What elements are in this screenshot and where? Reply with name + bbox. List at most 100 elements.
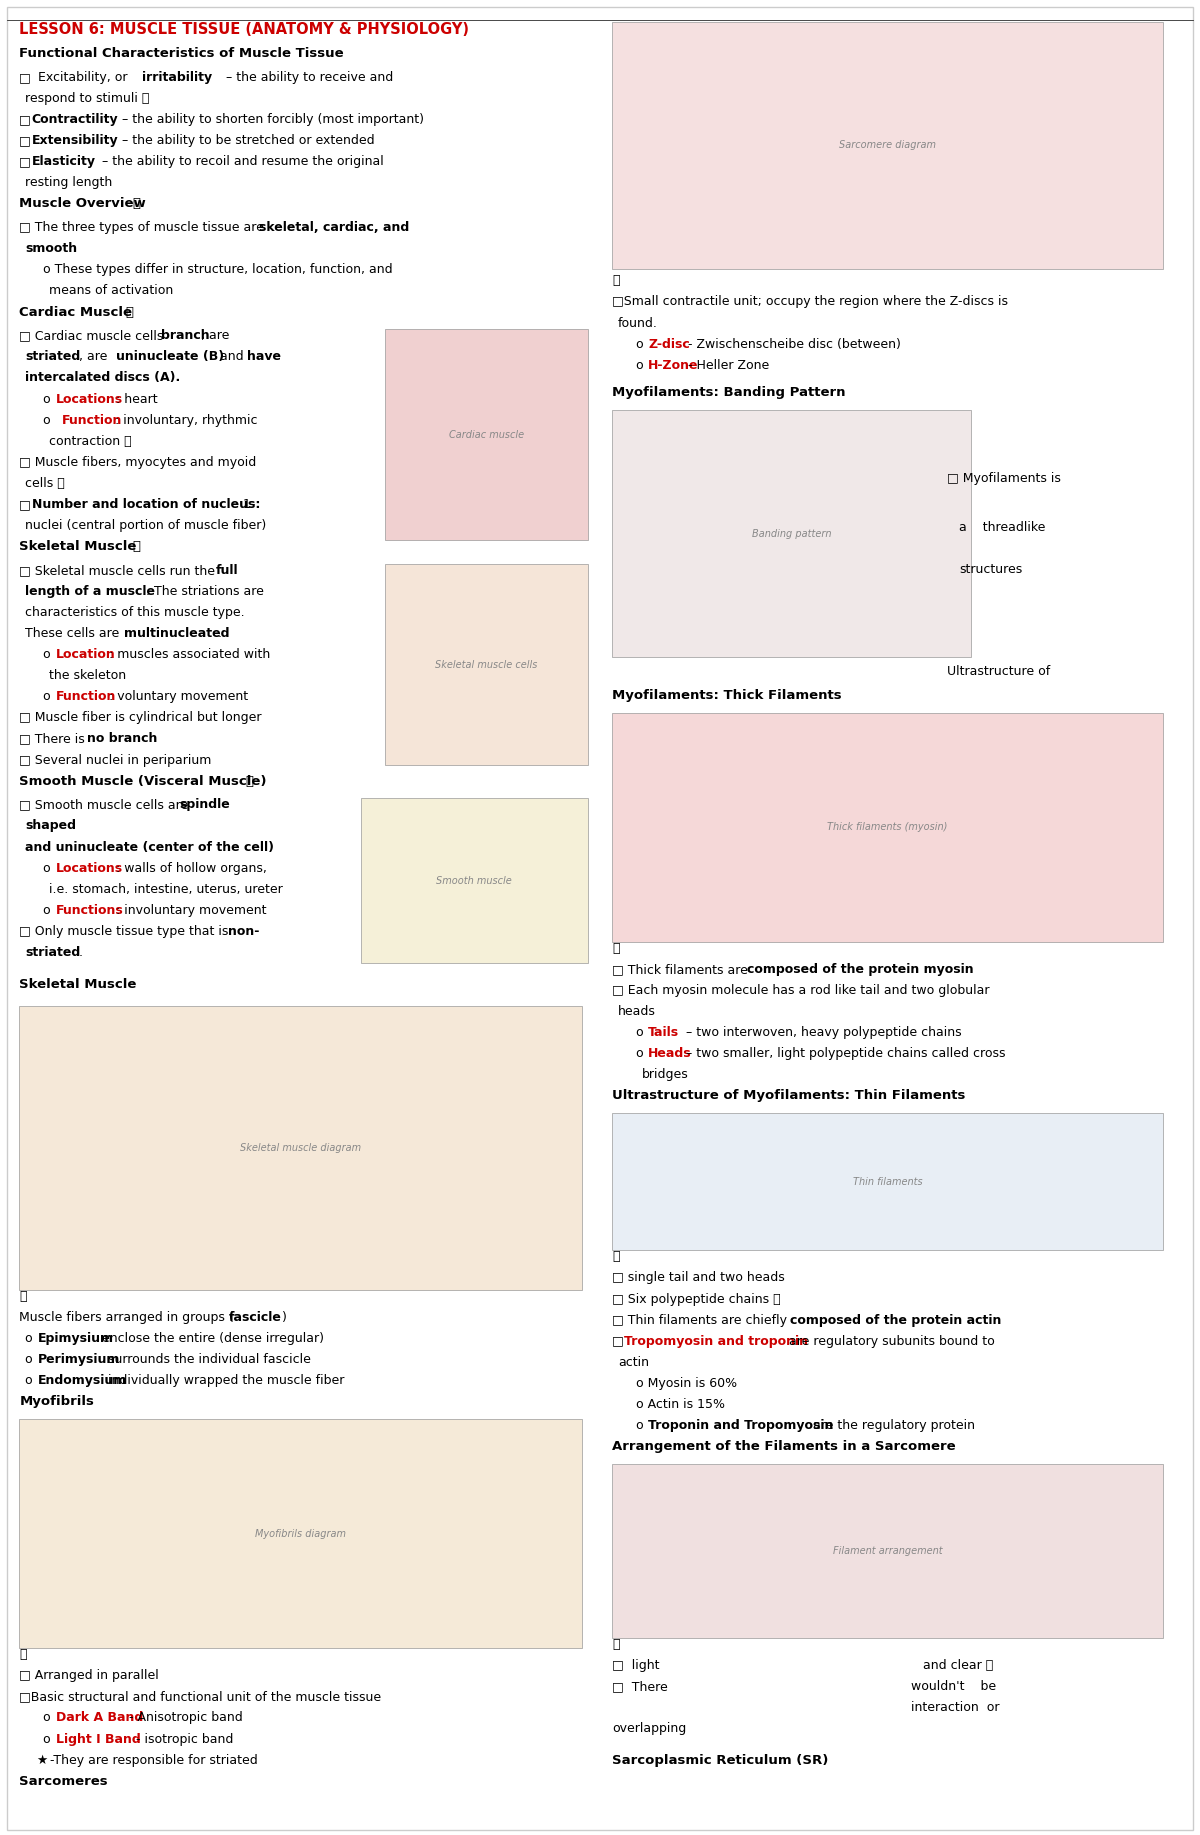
Text: o These types differ in structure, location, function, and: o These types differ in structure, locat… bbox=[43, 264, 392, 277]
Text: Function: Function bbox=[61, 413, 122, 428]
Text: Epimysium: Epimysium bbox=[37, 1332, 114, 1345]
Text: characteristics of this muscle type.: characteristics of this muscle type. bbox=[25, 606, 245, 618]
Text: 🎥: 🎥 bbox=[245, 774, 253, 787]
Text: o: o bbox=[636, 1026, 648, 1039]
Text: □Basic structural and functional unit of the muscle tissue: □Basic structural and functional unit of… bbox=[19, 1690, 382, 1703]
Text: □  light: □ light bbox=[612, 1659, 664, 1672]
Text: Smooth muscle: Smooth muscle bbox=[437, 875, 512, 886]
Text: H-Zone: H-Zone bbox=[648, 358, 698, 373]
Text: have: have bbox=[246, 350, 281, 363]
Text: Myofibrils diagram: Myofibrils diagram bbox=[256, 1529, 346, 1540]
Text: : involuntary, rhythmic: : involuntary, rhythmic bbox=[115, 413, 258, 428]
Text: Functional Characteristics of Muscle Tissue: Functional Characteristics of Muscle Tis… bbox=[19, 48, 344, 61]
Text: 🎥: 🎥 bbox=[132, 539, 140, 552]
Text: and uninucleate (center of the cell): and uninucleate (center of the cell) bbox=[25, 840, 275, 853]
Text: - Heller Zone: - Heller Zone bbox=[689, 358, 769, 373]
Text: a    threadlike: a threadlike bbox=[959, 521, 1045, 534]
Text: striated: striated bbox=[25, 945, 80, 960]
Text: Filament arrangement: Filament arrangement bbox=[833, 1545, 942, 1556]
Text: o Actin is 15%: o Actin is 15% bbox=[636, 1398, 725, 1411]
FancyBboxPatch shape bbox=[384, 328, 588, 539]
Text: Elasticity: Elasticity bbox=[31, 156, 96, 169]
Text: individually wrapped the muscle fiber: individually wrapped the muscle fiber bbox=[104, 1374, 344, 1387]
Text: Skeletal Muscle: Skeletal Muscle bbox=[19, 539, 142, 552]
Text: □ Each myosin molecule has a rod like tail and two globular: □ Each myosin molecule has a rod like ta… bbox=[612, 984, 990, 996]
Text: Contractility: Contractility bbox=[31, 114, 119, 127]
Text: respond to stimuli 🎥: respond to stimuli 🎥 bbox=[25, 92, 150, 105]
Text: Extensibility: Extensibility bbox=[31, 134, 119, 147]
Text: □ Arranged in parallel: □ Arranged in parallel bbox=[19, 1670, 160, 1683]
Text: Function: Function bbox=[55, 690, 116, 703]
Text: o: o bbox=[25, 1374, 37, 1387]
Text: striated: striated bbox=[25, 350, 80, 363]
Text: are the regulatory protein: are the regulatory protein bbox=[809, 1418, 974, 1431]
Text: composed of the protein myosin: composed of the protein myosin bbox=[748, 963, 974, 976]
Text: – the ability to be stretched or extended: – the ability to be stretched or extende… bbox=[119, 134, 376, 147]
Text: □: □ bbox=[612, 1334, 628, 1347]
Text: o: o bbox=[43, 413, 59, 428]
Text: Myofilaments: Thick Filaments: Myofilaments: Thick Filaments bbox=[612, 688, 841, 701]
Text: Dark A Band: Dark A Band bbox=[55, 1712, 143, 1725]
Text: – the ability to recoil and resume the original: – the ability to recoil and resume the o… bbox=[98, 156, 384, 169]
Text: o: o bbox=[43, 393, 55, 406]
FancyBboxPatch shape bbox=[612, 1464, 1163, 1639]
Text: intercalated discs (A).: intercalated discs (A). bbox=[25, 371, 180, 385]
Text: 🎥: 🎥 bbox=[612, 941, 619, 954]
Text: Banding pattern: Banding pattern bbox=[752, 528, 832, 538]
Text: heads: heads bbox=[618, 1006, 656, 1018]
Text: .: . bbox=[79, 945, 83, 960]
Text: Cardiac muscle: Cardiac muscle bbox=[449, 429, 524, 440]
Text: non-: non- bbox=[228, 925, 259, 938]
Text: full: full bbox=[216, 563, 239, 576]
Text: - Anisotropic band: - Anisotropic band bbox=[130, 1712, 242, 1725]
Text: Skeletal muscle diagram: Skeletal muscle diagram bbox=[240, 1143, 361, 1152]
Text: □: □ bbox=[19, 114, 35, 127]
Text: Troponin and Tropomyosin: Troponin and Tropomyosin bbox=[648, 1418, 834, 1431]
Text: ★: ★ bbox=[37, 1754, 53, 1767]
Text: Number and location of nucleus:: Number and location of nucleus: bbox=[31, 497, 260, 510]
Text: and clear 🎥: and clear 🎥 bbox=[923, 1659, 994, 1672]
Text: Myofibrils: Myofibrils bbox=[19, 1395, 95, 1409]
Text: o Myosin is 60%: o Myosin is 60% bbox=[636, 1376, 737, 1389]
Text: o: o bbox=[636, 358, 648, 373]
Text: branch: branch bbox=[161, 328, 209, 343]
Text: , are: , are bbox=[79, 350, 112, 363]
Text: Sarcomeres: Sarcomeres bbox=[19, 1774, 108, 1787]
Text: i.e. stomach, intestine, uterus, ureter: i.e. stomach, intestine, uterus, ureter bbox=[49, 883, 283, 895]
Text: o: o bbox=[43, 648, 55, 661]
Text: Location: Location bbox=[55, 648, 115, 661]
Text: Muscle fibers arranged in groups (: Muscle fibers arranged in groups ( bbox=[19, 1312, 234, 1325]
Text: .: . bbox=[217, 628, 221, 640]
Text: 🎥: 🎥 bbox=[125, 306, 133, 319]
Text: o: o bbox=[43, 862, 55, 875]
FancyBboxPatch shape bbox=[360, 798, 588, 963]
FancyBboxPatch shape bbox=[612, 712, 1163, 941]
Text: skeletal, cardiac, and: skeletal, cardiac, and bbox=[259, 222, 409, 235]
Text: □Small contractile unit; occupy the region where the Z-discs is: □Small contractile unit; occupy the regi… bbox=[612, 295, 1008, 308]
Text: fascicle: fascicle bbox=[228, 1312, 281, 1325]
Text: □ Six polypeptide chains 🎥: □ Six polypeptide chains 🎥 bbox=[612, 1292, 780, 1305]
Text: uninucleate (B): uninucleate (B) bbox=[115, 350, 223, 363]
FancyBboxPatch shape bbox=[384, 563, 588, 765]
Text: Functions: Functions bbox=[55, 905, 124, 918]
Text: o: o bbox=[43, 1732, 55, 1745]
Text: □ There is: □ There is bbox=[19, 732, 89, 745]
Text: nuclei (central portion of muscle fiber): nuclei (central portion of muscle fiber) bbox=[25, 519, 266, 532]
Text: , are: , are bbox=[200, 328, 229, 343]
Text: irritability: irritability bbox=[143, 72, 212, 84]
Text: 🎥: 🎥 bbox=[132, 198, 140, 211]
Text: Ultrastructure of Myofilaments: Thin Filaments: Ultrastructure of Myofilaments: Thin Fil… bbox=[612, 1090, 965, 1103]
Text: 🎥: 🎥 bbox=[19, 1290, 26, 1303]
Text: 🎥: 🎥 bbox=[612, 275, 619, 288]
Text: Endomysium: Endomysium bbox=[37, 1374, 127, 1387]
Text: Skeletal muscle cells: Skeletal muscle cells bbox=[436, 659, 538, 670]
Text: o: o bbox=[43, 905, 55, 918]
Text: LESSON 6: MUSCLE TISSUE (ANATOMY & PHYSIOLOGY): LESSON 6: MUSCLE TISSUE (ANATOMY & PHYSI… bbox=[19, 22, 469, 37]
FancyBboxPatch shape bbox=[19, 1006, 582, 1290]
Text: □: □ bbox=[19, 156, 35, 169]
Text: interaction  or: interaction or bbox=[911, 1701, 1000, 1714]
Text: Thin filaments: Thin filaments bbox=[852, 1176, 922, 1187]
Text: - Zwischenscheibe disc (between): - Zwischenscheibe disc (between) bbox=[689, 338, 901, 350]
Text: means of activation: means of activation bbox=[49, 284, 174, 297]
Text: no branch: no branch bbox=[86, 732, 157, 745]
